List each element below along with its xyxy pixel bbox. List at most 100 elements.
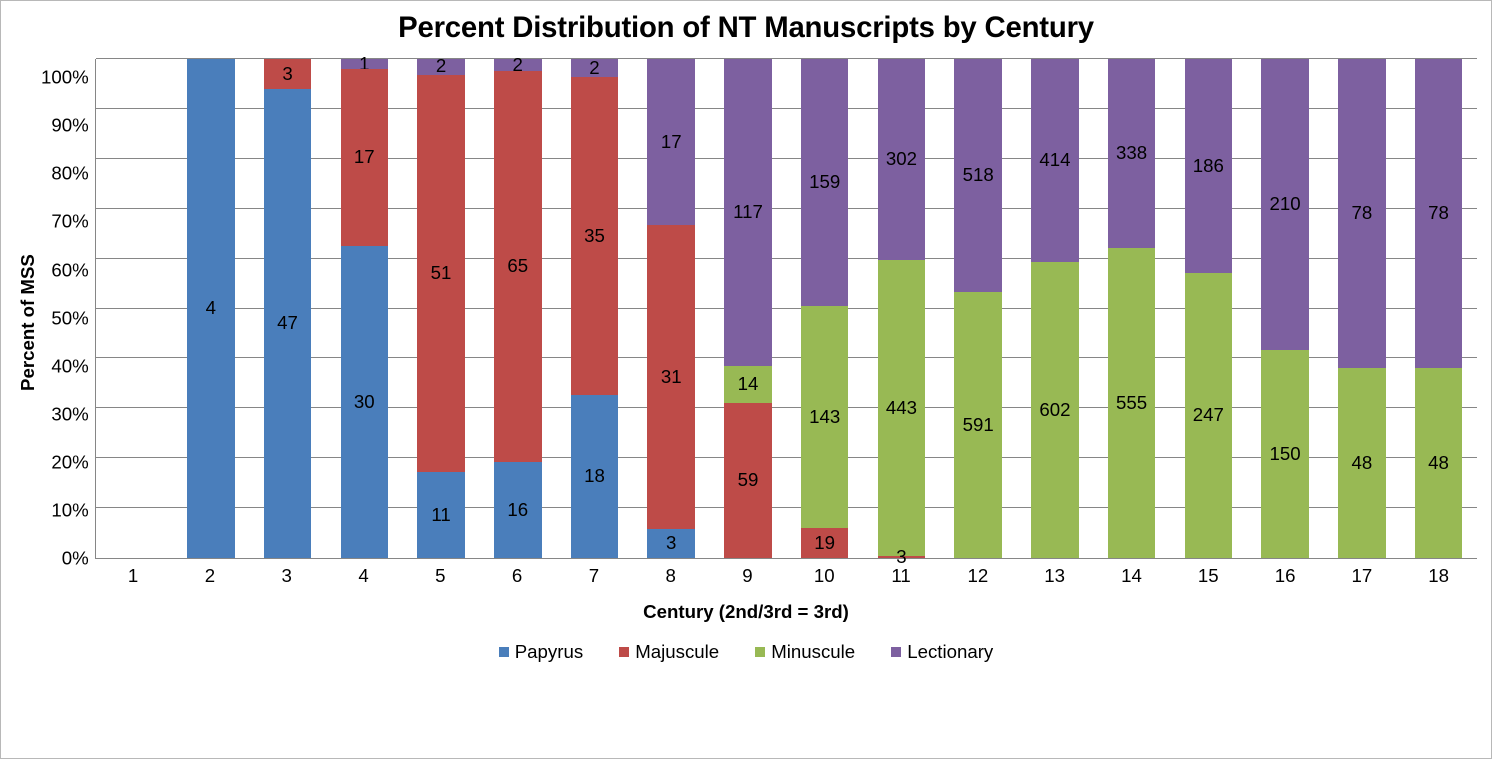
bar-stack: 16652 xyxy=(494,59,542,558)
x-axis-ticks: 123456789101112131415161718 xyxy=(95,559,1477,587)
bar-segment: 30 xyxy=(341,246,389,558)
bar-stack xyxy=(110,59,158,558)
bar-segment: 14 xyxy=(724,366,772,403)
legend-label: Majuscule xyxy=(635,641,719,663)
data-label: 48 xyxy=(1428,454,1449,473)
bar-segment: 210 xyxy=(1261,59,1309,350)
data-label: 338 xyxy=(1116,144,1147,163)
bar-stack: 18 35 2 xyxy=(571,59,619,558)
bar-stack: 11512 xyxy=(417,59,465,558)
legend-swatch xyxy=(891,647,901,657)
y-tick-label: 0% xyxy=(41,550,95,569)
bar-segment: 48 xyxy=(1415,368,1463,558)
data-label: 3 xyxy=(896,548,906,567)
bar-segment: 1 xyxy=(341,59,389,69)
y-tick-label: 20% xyxy=(41,453,95,472)
x-tick-label: 16 xyxy=(1247,559,1324,587)
bar-segment: 4 xyxy=(187,59,235,558)
chart-title: Percent Distribution of NT Manuscripts b… xyxy=(15,11,1477,45)
bar-segment: 150 xyxy=(1261,350,1309,558)
y-tick-label: 100% xyxy=(41,68,95,87)
data-label: 414 xyxy=(1039,151,1070,170)
legend-swatch xyxy=(499,647,509,657)
bar-segment: 117 xyxy=(724,59,772,366)
category: 19 143 159 xyxy=(786,59,863,558)
legend-item: Majuscule xyxy=(619,641,719,663)
bar-stack: 247186 xyxy=(1185,59,1233,558)
legend-label: Minuscule xyxy=(771,641,855,663)
category: 47 3 xyxy=(249,59,326,558)
legend-item: Lectionary xyxy=(891,641,993,663)
x-tick-label: 5 xyxy=(402,559,479,587)
bar-stack: 4 xyxy=(187,59,235,558)
y-tick-label: 80% xyxy=(41,165,95,184)
bar-segment: 11 xyxy=(417,472,465,558)
bar-segment: 2 xyxy=(417,59,465,75)
data-label: 78 xyxy=(1351,204,1372,223)
bar-segment: 19 xyxy=(801,528,849,558)
y-axis-title: Percent of MSS xyxy=(15,59,41,587)
bar-stack: 555 338 xyxy=(1108,59,1156,558)
bar-stack: 30171 xyxy=(341,59,389,558)
data-label: 159 xyxy=(809,173,840,192)
legend-item: Papyrus xyxy=(499,641,583,663)
x-tick-label: 3 xyxy=(248,559,325,587)
x-tick-label: 9 xyxy=(709,559,786,587)
bar-segment: 443 xyxy=(878,260,926,556)
data-label: 19 xyxy=(814,534,835,553)
bar-segment: 3 xyxy=(264,59,312,89)
data-label: 59 xyxy=(738,471,759,490)
bar-segment: 247 xyxy=(1185,273,1233,558)
legend-swatch xyxy=(619,647,629,657)
bar-segment: 17 xyxy=(647,59,695,225)
data-label: 78 xyxy=(1428,204,1449,223)
category: 18 35 2 xyxy=(556,59,633,558)
category xyxy=(96,59,173,558)
bar-segment: 18 xyxy=(571,395,619,558)
data-label: 3 xyxy=(282,65,292,84)
x-tick-label: 12 xyxy=(939,559,1016,587)
category: 602 414 xyxy=(1017,59,1094,558)
bars-container: 4 47 3 30 17 1 11512 16 65 2 18 35 2 33117 59 14117 19 14… xyxy=(96,59,1477,558)
data-label: 2 xyxy=(436,57,446,76)
legend: Papyrus Majuscule Minuscule Lectionary xyxy=(15,641,1477,663)
y-tick-label: 90% xyxy=(41,116,95,135)
plot-area: 4473301711151216652183523311759141171914… xyxy=(95,59,1477,587)
bar-segment: 65 xyxy=(494,71,542,462)
category: 48 78 xyxy=(1400,59,1477,558)
x-tick-label: 4 xyxy=(325,559,402,587)
data-label: 65 xyxy=(507,257,528,276)
data-label: 150 xyxy=(1270,445,1301,464)
x-axis-title: Century (2nd/3rd = 3rd) xyxy=(15,601,1477,623)
y-tick-label: 70% xyxy=(41,213,95,232)
x-tick-label: 17 xyxy=(1323,559,1400,587)
bar-segment: 3 xyxy=(878,556,926,558)
y-tick-label: 30% xyxy=(41,405,95,424)
bar-segment: 338 xyxy=(1108,59,1156,248)
data-label: 247 xyxy=(1193,406,1224,425)
bar-stack: 602 414 xyxy=(1031,59,1079,558)
data-label: 3 xyxy=(666,534,676,553)
bar-segment: 78 xyxy=(1415,59,1463,368)
data-label: 143 xyxy=(809,408,840,427)
bar-segment: 602 xyxy=(1031,262,1079,558)
data-label: 4 xyxy=(206,299,216,318)
bar-stack: 33117 xyxy=(647,59,695,558)
bar-stack: 591518 xyxy=(954,59,1002,558)
data-label: 35 xyxy=(584,227,605,246)
bar-segment: 414 xyxy=(1031,59,1079,262)
category: 59 14117 xyxy=(710,59,787,558)
legend-label: Lectionary xyxy=(907,641,993,663)
y-tick-label: 60% xyxy=(41,261,95,280)
category: 4 xyxy=(172,59,249,558)
x-tick-label: 7 xyxy=(556,559,633,587)
y-axis-ticks: 100%90%80%70%60%50%40%30%20%10%0% xyxy=(41,59,95,559)
legend-item: Minuscule xyxy=(755,641,855,663)
data-label: 2 xyxy=(589,59,599,78)
bar-segment: 48 xyxy=(1338,368,1386,558)
chart-body: Percent of MSS 100%90%80%70%60%50%40%30%… xyxy=(15,59,1477,587)
bar-segment: 555 xyxy=(1108,248,1156,558)
data-label: 47 xyxy=(277,314,298,333)
category: 150 210 xyxy=(1247,59,1324,558)
data-label: 16 xyxy=(507,501,528,520)
